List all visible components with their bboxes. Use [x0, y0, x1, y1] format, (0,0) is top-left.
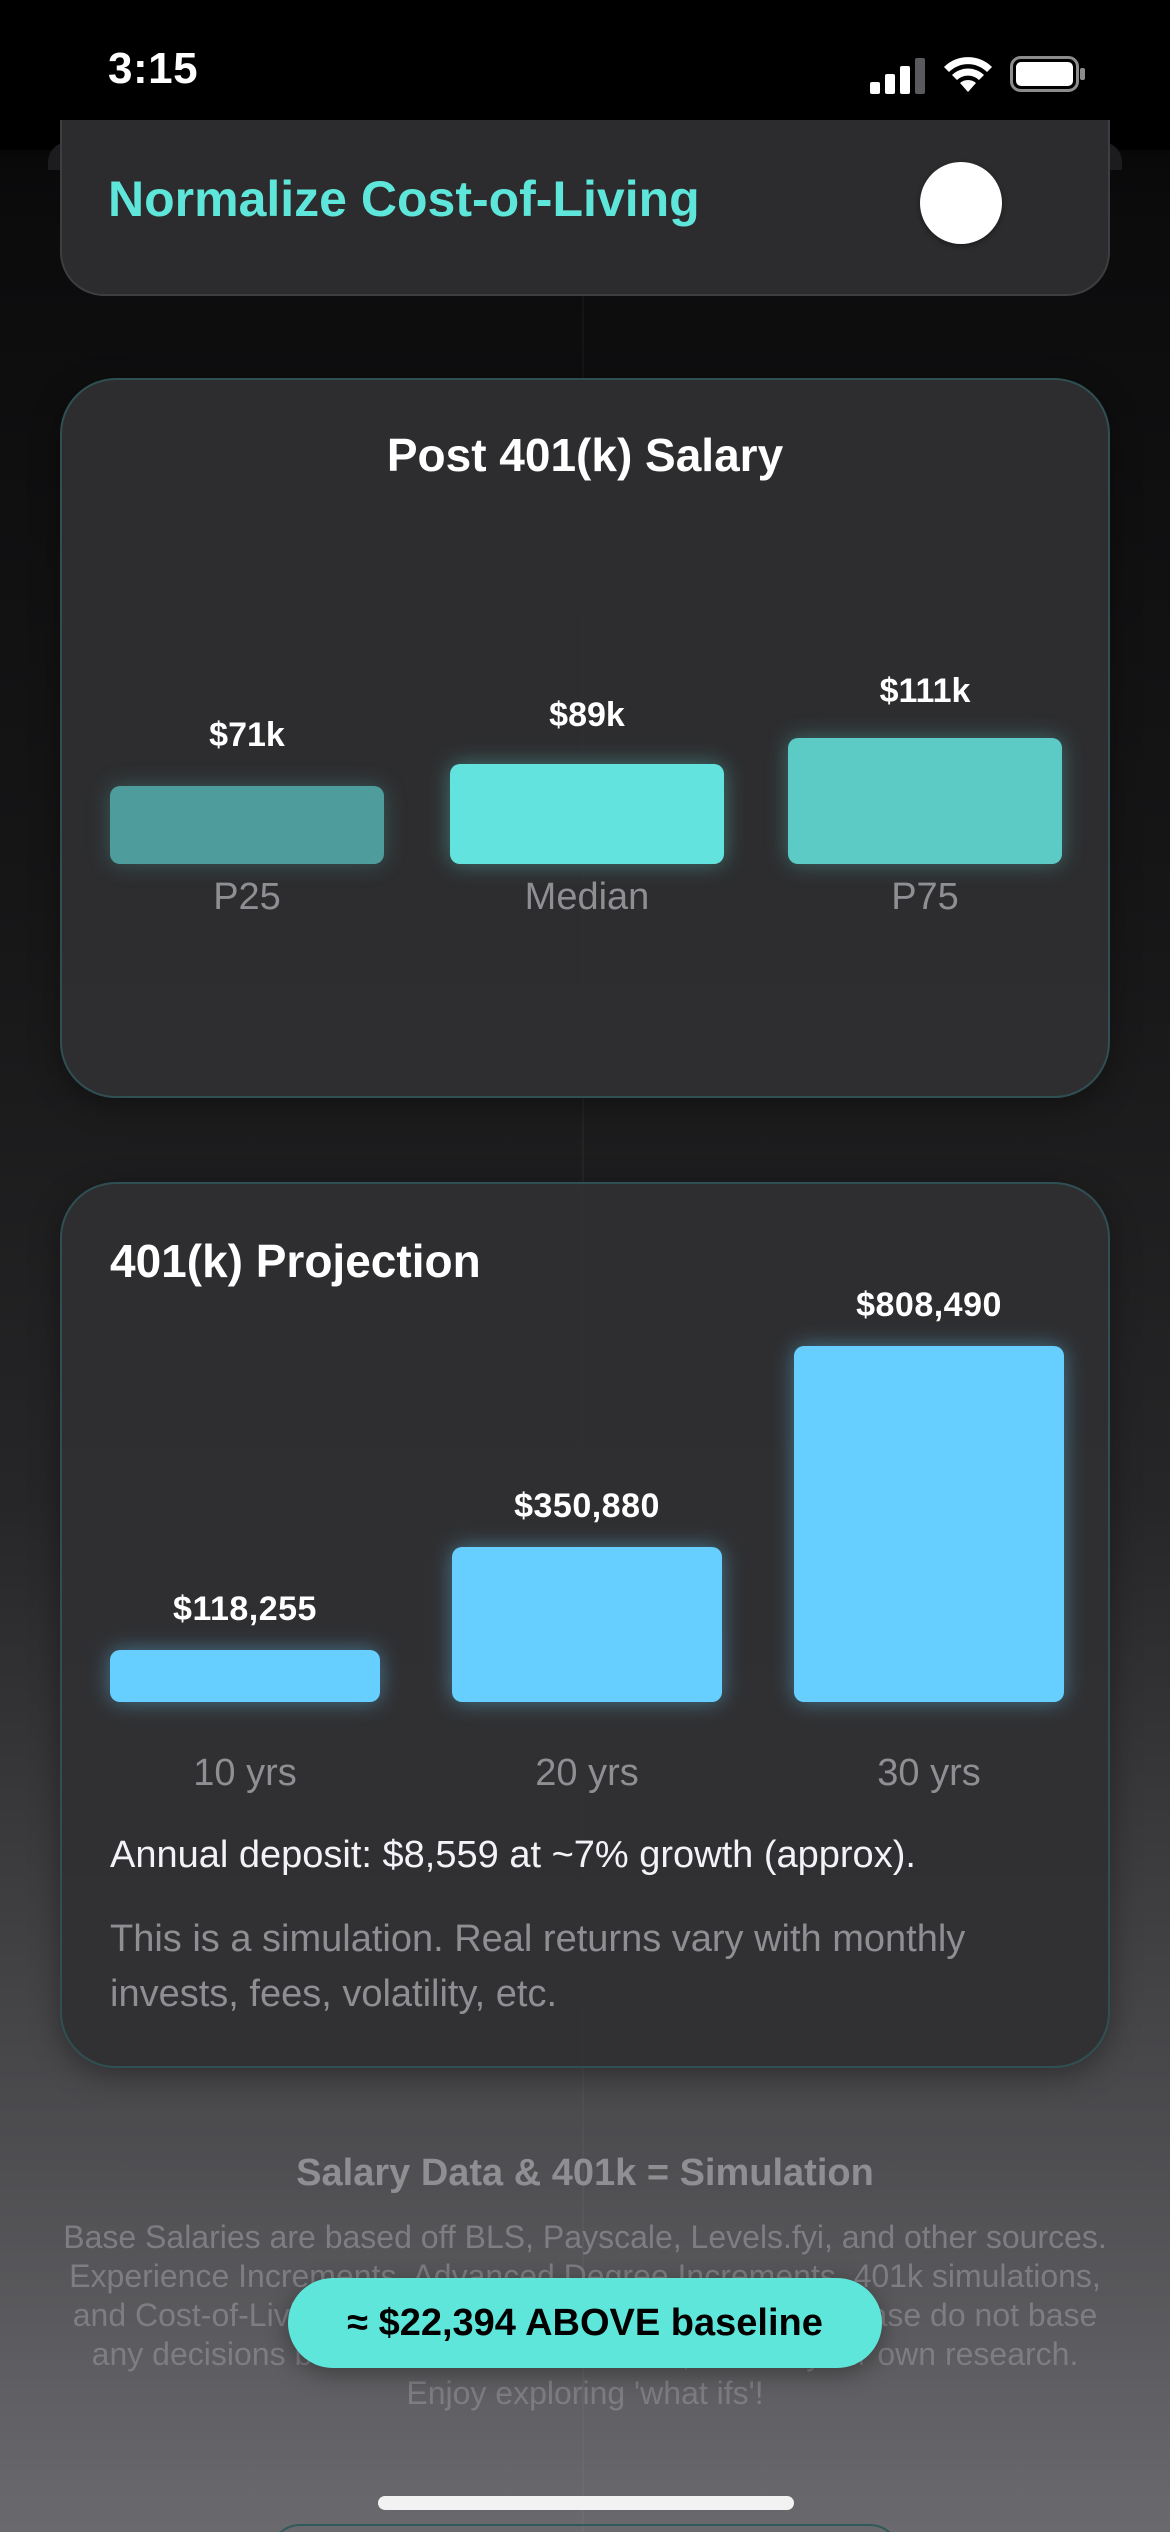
projection-bar-10-yrs	[110, 1650, 380, 1702]
salary-bar-value: $89k	[549, 696, 625, 734]
salary-card-title: Post 401(k) Salary	[386, 429, 784, 481]
salary-bar-p75	[788, 738, 1062, 864]
salary-card: Post 401(k) Salary $71k P25 $89k Median …	[60, 378, 1110, 1098]
salary-bar-label: P25	[213, 876, 281, 918]
next-card-edge	[270, 2524, 900, 2532]
home-indicator[interactable]	[378, 2496, 794, 2510]
projection-bar-value: $808,490	[856, 1286, 1002, 1324]
wifi-icon	[944, 57, 992, 92]
status-time: 3:15	[108, 44, 199, 93]
projection-bar-value: $350,880	[514, 1487, 660, 1525]
projection-card: 401(k) Projection $118,255 10 yrs $350,8…	[60, 1182, 1110, 2068]
footer-title: Salary Data & 401k = Simulation	[296, 2152, 874, 2194]
salary-bar-label: P75	[891, 876, 959, 918]
baseline-difference-pill[interactable]: ≈ $22,394 ABOVE baseline	[288, 2278, 882, 2368]
projection-bar-30-yrs	[794, 1346, 1064, 1702]
projection-bar-20-yrs	[452, 1547, 722, 1702]
normalize-cost-of-living-label: Normalize Cost-of-Living	[108, 171, 700, 227]
salary-bar-median	[450, 764, 724, 864]
cost-of-living-toggle[interactable]	[920, 162, 1002, 244]
simulation-disclaimer: This is a simulation. Real returns vary …	[110, 1918, 966, 2015]
status-icons	[870, 54, 1110, 94]
salary-bar-value: $71k	[209, 716, 285, 754]
annual-deposit-text: Annual deposit: $8,559 at ~7% growth (ap…	[110, 1834, 916, 1876]
projection-bar-label: 10 yrs	[193, 1752, 297, 1794]
projection-bar-label: 30 yrs	[877, 1752, 981, 1794]
salary-bar-label: Median	[524, 876, 650, 918]
salary-bar-value: $111k	[879, 672, 971, 710]
cellular-signal-icon	[870, 58, 925, 94]
battery-icon	[1010, 56, 1085, 92]
salary-bar-p25	[110, 786, 384, 864]
projection-bar-value: $118,255	[173, 1590, 317, 1628]
projection-card-title: 401(k) Projection	[110, 1235, 481, 1287]
projection-bar-label: 20 yrs	[535, 1752, 639, 1794]
